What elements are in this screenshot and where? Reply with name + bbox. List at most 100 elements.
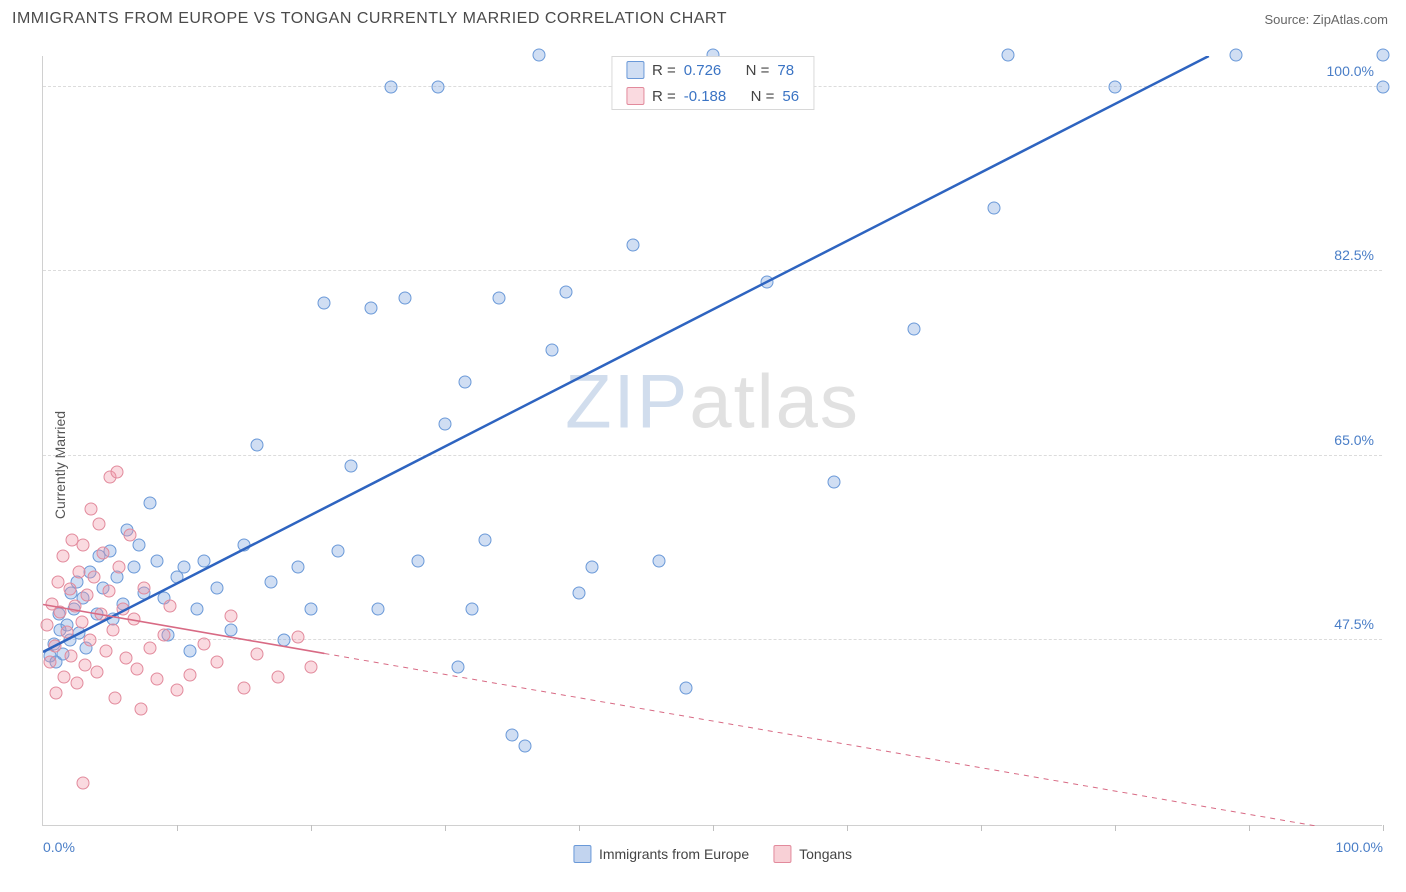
data-point <box>128 613 141 626</box>
correlation-legend: R = 0.726 N = 78 R = -0.188 N = 56 <box>611 56 814 110</box>
data-point <box>238 681 251 694</box>
data-point <box>412 555 425 568</box>
data-point <box>345 460 358 473</box>
x-tick-label: 100.0% <box>1336 839 1383 855</box>
data-point <box>653 555 666 568</box>
data-point <box>827 476 840 489</box>
data-point <box>109 692 122 705</box>
data-point <box>157 629 170 642</box>
data-point <box>94 608 107 621</box>
data-point <box>117 602 130 615</box>
data-point <box>73 565 86 578</box>
data-point <box>97 546 110 559</box>
x-tick-mark <box>713 825 714 831</box>
data-point <box>211 581 224 594</box>
data-point <box>1377 49 1390 62</box>
data-point <box>58 671 71 684</box>
data-point <box>110 465 123 478</box>
data-point <box>506 729 519 742</box>
data-point <box>465 602 478 615</box>
data-point <box>85 502 98 515</box>
data-point <box>546 344 559 357</box>
data-point <box>137 581 150 594</box>
y-tick-label: 65.0% <box>1334 432 1374 448</box>
x-tick-mark <box>1383 825 1384 831</box>
data-point <box>51 576 64 589</box>
x-tick-mark <box>311 825 312 831</box>
data-point <box>130 662 143 675</box>
data-point <box>385 80 398 93</box>
data-point <box>87 571 100 584</box>
data-point <box>492 291 505 304</box>
x-tick-mark <box>1115 825 1116 831</box>
data-point <box>680 681 693 694</box>
n-value-tongan: 56 <box>782 88 799 105</box>
y-tick-label: 47.5% <box>1334 616 1374 632</box>
legend-item-europe: Immigrants from Europe <box>573 845 749 863</box>
x-tick-mark <box>445 825 446 831</box>
x-tick-label: 0.0% <box>43 839 75 855</box>
source-label: Source: ZipAtlas.com <box>1264 12 1388 27</box>
data-point <box>106 623 119 636</box>
data-point <box>144 497 157 510</box>
data-point <box>150 673 163 686</box>
data-point <box>50 687 63 700</box>
data-point <box>93 518 106 531</box>
data-point <box>432 80 445 93</box>
plot-area: ZIPatlas R = 0.726 N = 78 R = -0.188 N =… <box>42 56 1382 826</box>
data-point <box>459 376 472 389</box>
data-point <box>133 539 146 552</box>
data-point <box>532 49 545 62</box>
data-point <box>43 655 56 668</box>
data-point <box>70 676 83 689</box>
legend-row-europe: R = 0.726 N = 78 <box>612 57 813 83</box>
data-point <box>63 582 76 595</box>
x-tick-mark <box>177 825 178 831</box>
data-point <box>150 555 163 568</box>
data-point <box>41 618 54 631</box>
data-point <box>760 275 773 288</box>
data-point <box>559 286 572 299</box>
x-tick-mark <box>579 825 580 831</box>
data-point <box>251 439 264 452</box>
data-point <box>452 660 465 673</box>
data-point <box>113 560 126 573</box>
y-tick-label: 82.5% <box>1334 247 1374 263</box>
data-point <box>908 323 921 336</box>
y-tick-label: 100.0% <box>1327 63 1374 79</box>
swatch-tongan-icon <box>773 845 791 863</box>
data-point <box>398 291 411 304</box>
data-point <box>120 652 133 665</box>
data-point <box>69 599 82 612</box>
header: IMMIGRANTS FROM EUROPE VS TONGAN CURRENT… <box>0 0 1406 34</box>
data-point <box>134 702 147 715</box>
data-point <box>197 555 210 568</box>
data-point <box>305 602 318 615</box>
data-point <box>144 641 157 654</box>
swatch-tongan-icon <box>626 87 644 105</box>
r-value-tongan: -0.188 <box>684 88 727 105</box>
r-value-europe: 0.726 <box>684 62 722 79</box>
data-point <box>57 550 70 563</box>
data-point <box>1229 49 1242 62</box>
data-point <box>331 544 344 557</box>
data-point <box>1001 49 1014 62</box>
data-point <box>83 634 96 647</box>
gridline <box>43 455 1382 456</box>
swatch-europe-icon <box>573 845 591 863</box>
data-point <box>224 623 237 636</box>
gridline <box>43 270 1382 271</box>
data-point <box>519 739 532 752</box>
data-point <box>988 201 1001 214</box>
data-point <box>78 658 91 671</box>
data-point <box>75 616 88 629</box>
data-point <box>54 605 67 618</box>
data-point <box>49 639 62 652</box>
data-point <box>291 631 304 644</box>
data-point <box>81 589 94 602</box>
data-point <box>586 560 599 573</box>
x-tick-mark <box>981 825 982 831</box>
data-point <box>124 528 137 541</box>
n-value-europe: 78 <box>777 62 794 79</box>
data-point <box>177 560 190 573</box>
